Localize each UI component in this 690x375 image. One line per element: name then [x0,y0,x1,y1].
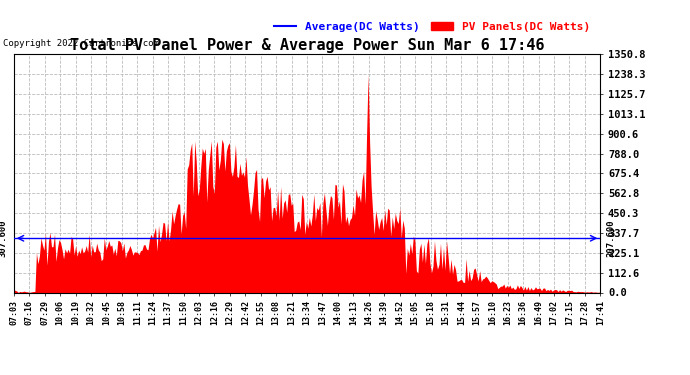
Text: Copyright 2022 Cartronics.com: Copyright 2022 Cartronics.com [3,39,159,48]
Legend: Average(DC Watts), PV Panels(DC Watts): Average(DC Watts), PV Panels(DC Watts) [270,17,595,36]
Title: Total PV Panel Power & Average Power Sun Mar 6 17:46: Total PV Panel Power & Average Power Sun… [70,38,544,53]
Text: 307.600: 307.600 [0,219,8,257]
Text: 307.600: 307.600 [606,219,615,257]
